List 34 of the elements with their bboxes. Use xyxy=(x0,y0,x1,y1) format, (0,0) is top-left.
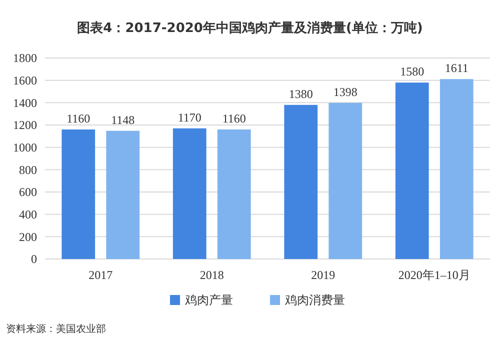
y-tick-label: 1200 xyxy=(13,118,37,132)
bar xyxy=(284,104,318,259)
y-tick-label: 1000 xyxy=(13,140,37,155)
data-label: 1398 xyxy=(333,84,358,99)
legend-label: 鸡肉产量 xyxy=(184,293,233,308)
chart-title: 图表4：2017-2020年中国鸡肉产量及消费量(单位：万吨) xyxy=(77,20,423,36)
bar xyxy=(106,130,140,259)
legend-label: 鸡肉消费量 xyxy=(284,293,345,308)
y-tick-label: 1400 xyxy=(13,96,37,110)
x-tick-label: 2017 xyxy=(88,268,113,282)
data-label: 1611 xyxy=(444,61,468,76)
y-tick-label: 0 xyxy=(31,252,37,266)
text: 资料来源：美国农业部 xyxy=(6,323,106,335)
x-tick-label: 2019 xyxy=(311,268,336,282)
data-label: 1160 xyxy=(222,111,246,126)
data-label: 1148 xyxy=(111,112,135,127)
bar xyxy=(62,129,96,259)
data-label: 1380 xyxy=(288,86,313,101)
bar xyxy=(395,82,429,259)
y-tick-label: 600 xyxy=(19,185,37,200)
bar xyxy=(172,128,206,259)
y-tick-label: 200 xyxy=(19,230,37,244)
y-tick-label: 800 xyxy=(19,162,37,177)
y-tick-label: 400 xyxy=(19,208,37,222)
y-tick-label: 1800 xyxy=(13,51,37,66)
data-label: 1170 xyxy=(178,110,202,124)
x-tick-label: 2020年1–10月 xyxy=(398,268,470,282)
data-label: 1160 xyxy=(66,111,90,126)
bar xyxy=(328,102,362,259)
data-label: 1580 xyxy=(400,64,424,79)
bar xyxy=(217,129,251,259)
bar xyxy=(440,79,474,259)
y-tick-label: 1600 xyxy=(13,74,37,88)
x-tick-label: 2018 xyxy=(200,268,224,282)
